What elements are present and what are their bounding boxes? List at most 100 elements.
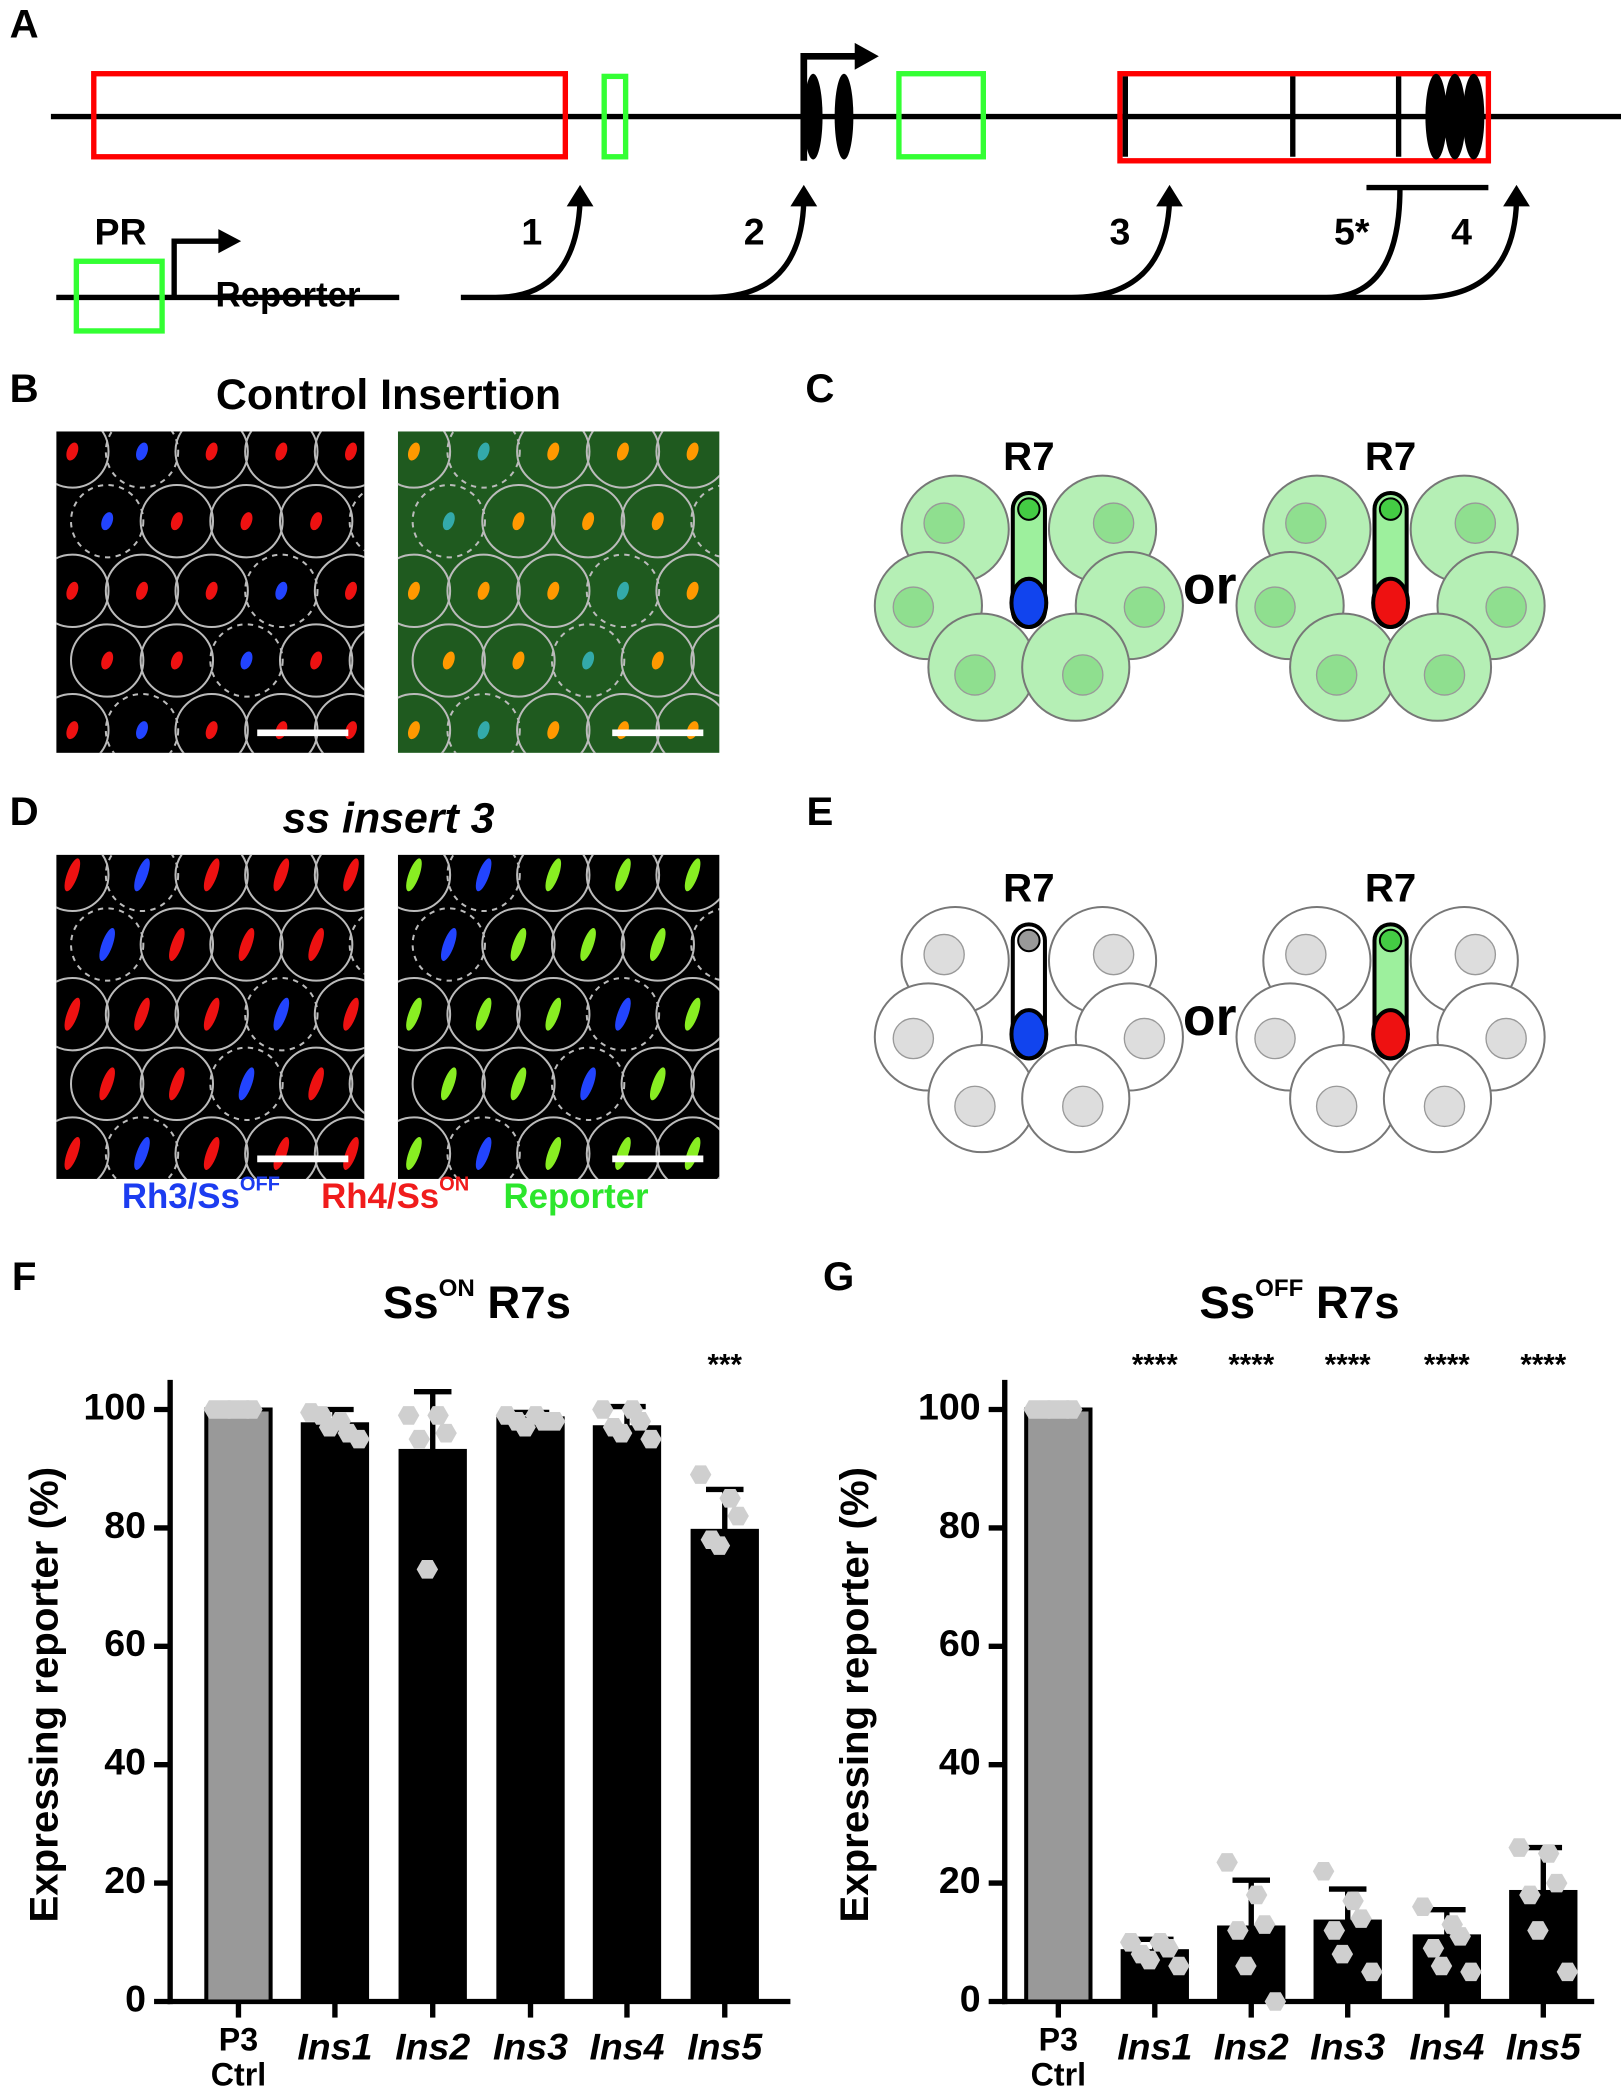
arrowhead	[218, 229, 242, 254]
rhodopsin-signal	[203, 997, 220, 1031]
ommatidium-outline	[278, 623, 354, 698]
data-point	[348, 1429, 370, 1449]
micrographs	[56, 431, 738, 1179]
title-tail: R7s	[1303, 1277, 1399, 1328]
legend-sup: ON	[439, 1174, 469, 1196]
rhodopsin-signal	[716, 926, 738, 962]
data-point	[543, 1412, 566, 1431]
r7-nucleus	[1378, 928, 1403, 953]
data-point	[318, 1417, 341, 1437]
r7-rhabdomere	[1371, 576, 1411, 630]
rhodopsin-signal	[510, 1067, 527, 1101]
nucleus	[1423, 1085, 1466, 1128]
ommatidium-outline	[56, 692, 110, 753]
rhodopsin-signal	[99, 1067, 115, 1101]
ommatidium-outline	[585, 976, 661, 1052]
nucleus	[1485, 586, 1527, 628]
rhodopsin-signal	[275, 581, 288, 600]
ommatidium-outline	[516, 431, 591, 489]
rhodopsin-signal	[686, 442, 699, 461]
data-point	[1545, 1873, 1568, 1893]
ommatidium-outline	[690, 1047, 720, 1121]
ommatidium-outline	[446, 553, 521, 629]
rhodopsin-signal	[547, 581, 560, 600]
data-point	[610, 1423, 633, 1443]
site-label: 1	[521, 210, 542, 252]
rhodopsin-signal	[477, 581, 490, 600]
x-tick-label: Ins1	[297, 2026, 372, 2068]
site-label: 3	[1110, 210, 1131, 252]
ommatidium-outline	[585, 854, 661, 913]
data-point	[514, 1417, 536, 1437]
legend-entry: Reporter	[503, 1177, 649, 1216]
rhodopsin-signal	[375, 1066, 397, 1102]
rhodopsin-signal	[375, 926, 397, 962]
ommatidium-outline	[516, 854, 591, 913]
rhodopsin-signal	[136, 581, 148, 600]
data-point	[1556, 1962, 1579, 1982]
rhodopsin-signal	[684, 858, 701, 892]
ommatidium-outline	[446, 692, 521, 753]
ommatidium-outline	[411, 483, 486, 559]
ommatidium-outline	[397, 1116, 452, 1179]
arrowhead	[854, 42, 879, 70]
ommatidium-outline	[655, 1116, 720, 1179]
ommatidium-outline	[244, 976, 319, 1052]
ommatidium-outline	[481, 483, 556, 559]
data-point	[1430, 1956, 1453, 1976]
data-point	[1216, 1853, 1238, 1872]
rhodopsin-signal	[616, 581, 629, 600]
nucleus	[892, 1017, 935, 1060]
ommatidium-outline	[69, 1046, 145, 1122]
rhodopsin-signal	[684, 997, 701, 1031]
data-point	[1412, 1897, 1434, 1917]
exon	[1462, 73, 1485, 160]
y-tick-label: 60	[939, 1622, 981, 1664]
ommatidium-outline	[278, 483, 354, 559]
rhodopsin-signal	[686, 581, 699, 600]
data-point	[1537, 1844, 1560, 1863]
rhodopsin-signal	[170, 512, 183, 531]
bar	[690, 1528, 759, 2004]
rhodopsin-signal	[205, 442, 218, 461]
nucleus	[923, 502, 965, 544]
or-label: or	[1183, 987, 1237, 1047]
y-tick-label: 20	[104, 1859, 146, 1901]
nucleus	[923, 933, 965, 976]
ommatidium-outline	[446, 854, 521, 913]
rhodopsin-signal	[475, 997, 492, 1031]
nucleus	[1092, 502, 1135, 544]
micrograph	[56, 854, 397, 1179]
panel-title: Control Insertion	[216, 371, 561, 419]
ommatidium-outline	[397, 431, 452, 489]
ommatidium-outline	[313, 1116, 365, 1179]
rhodopsin-signal	[477, 721, 490, 740]
panel-letter: A	[10, 1, 39, 46]
rhodopsin-signal	[406, 858, 422, 892]
ommatidium-outline	[620, 1046, 695, 1122]
r7-label: R7	[1365, 434, 1416, 479]
rhodopsin-signal	[475, 858, 492, 892]
legend-text: Reporter	[503, 1177, 649, 1216]
x-tick-label: Ins4	[589, 2026, 664, 2068]
rhodopsin-signal	[442, 651, 455, 670]
ommatidium-outline	[348, 630, 365, 691]
x-tick-label: Ins5	[687, 2026, 763, 2068]
rhodopsin-signal	[407, 442, 420, 461]
rhodopsin-signal	[649, 928, 666, 961]
x-tick-label: P3 Ctrl	[211, 2021, 266, 2092]
bar	[496, 1416, 565, 2004]
ommatidium-outline	[104, 976, 180, 1052]
ommatidium-outline	[209, 483, 284, 559]
ommatidium-outline	[411, 623, 486, 698]
rhodopsin-signal	[343, 858, 359, 892]
exon	[834, 73, 854, 160]
rhodopsin-signal	[545, 997, 562, 1031]
y-tick-label: 0	[960, 1977, 981, 2019]
rhodopsin-signal	[545, 1137, 562, 1170]
rhodopsin-signal	[440, 1067, 457, 1101]
r7-rhabdomere	[1009, 576, 1049, 630]
rhodopsin-signal	[545, 858, 562, 892]
significance: ****	[1132, 1348, 1178, 1381]
panel-letter: E	[806, 789, 833, 834]
